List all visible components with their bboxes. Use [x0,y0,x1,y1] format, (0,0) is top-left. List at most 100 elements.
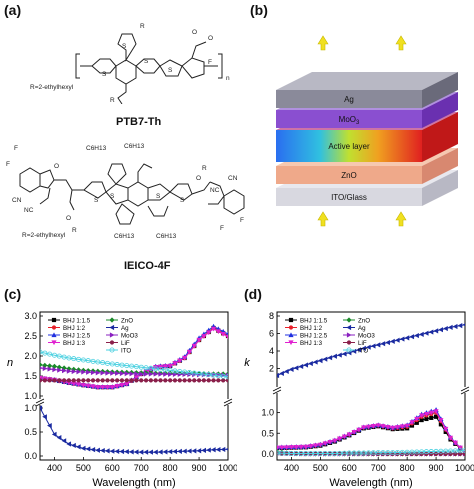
layer-label-zno: ZnO [341,171,357,180]
panel-label-a: (a) [4,2,22,18]
data-point [172,368,178,374]
data-point [220,446,226,453]
data-point [139,371,144,377]
data-point [225,334,228,340]
data-point [85,358,91,364]
data-point [114,384,120,389]
legend-marker [109,347,115,353]
data-point [423,412,430,417]
panel-label-c: (c) [4,286,22,302]
data-point [40,366,43,370]
data-point [317,358,323,364]
data-point [134,378,139,383]
ptb7-name: PTB7-Th [116,116,162,128]
data-point [457,323,463,329]
svg-text:O: O [192,29,197,36]
data-point [279,445,285,451]
data-point [100,378,105,383]
svg-text:O: O [66,215,71,222]
data-point [138,364,144,370]
data-point [196,378,202,383]
data-point [201,378,206,383]
data-point [438,418,444,423]
data-point [409,423,415,428]
legend-label: ITO [121,347,131,354]
data-point [210,447,216,453]
y-tick-label: 2.5 [24,331,37,341]
data-point [433,414,439,419]
data-point [370,450,376,456]
data-point [182,448,187,454]
data-point [356,347,362,353]
data-point [327,355,333,361]
svg-text:n: n [226,75,230,82]
data-point [186,448,192,454]
data-point [196,371,202,377]
data-point [42,378,47,383]
x-tick-label: 600 [342,463,357,473]
data-point [201,371,207,377]
data-point [168,371,173,377]
legend-marker [346,317,352,323]
data-point [148,449,153,455]
data-point [40,349,43,355]
data-point [370,424,377,429]
data-point [462,323,465,327]
series-lif [40,378,228,383]
data-point [303,362,309,368]
data-point [115,370,120,376]
data-point [385,424,391,430]
y-tick-label: 1.5 [24,371,37,381]
data-point [423,330,429,336]
axis-break-right [460,386,470,395]
data-point [298,363,304,370]
data-point [448,448,454,454]
data-point [177,368,183,374]
data-point [337,352,342,358]
ieico-side-chain: R=2-ethylhexyl [22,232,66,239]
y-tick-label: 6 [269,329,274,339]
data-point [162,449,168,455]
svg-text:F: F [14,145,18,152]
data-point [365,344,371,350]
data-point [177,358,183,364]
data-point [153,365,159,370]
axis-break-gap-left [274,387,282,393]
data-point [327,450,333,456]
data-point [409,420,415,425]
data-point [124,378,129,383]
y-axis-label: n [7,357,13,369]
y-tick-label: 0.0 [261,449,274,459]
data-point [221,378,226,383]
series-line [277,410,465,453]
y-tick-label: 3.0 [24,311,37,321]
svg-text:NC: NC [24,207,34,214]
data-point [206,330,212,336]
data-point [86,369,91,375]
data-point [104,385,111,390]
data-point [313,450,319,456]
axis-break-right [223,398,233,407]
series-line [40,407,228,453]
data-point [317,450,323,456]
data-point [215,329,221,335]
plot-frame [39,311,229,461]
data-point [332,438,338,444]
data-point [51,352,57,358]
data-point [346,432,352,438]
data-point [81,378,86,383]
device-stack: Ag MoO3 Active layer ZnO ITO/Glass [276,35,458,227]
data-point [158,371,164,377]
legend-label: BHJ 1:2 [63,325,86,332]
x-tick-label: 1000 [218,463,237,473]
svg-text:C6H13: C6H13 [86,145,107,152]
legend-marker [346,340,352,345]
series-line [277,324,465,376]
data-point [361,425,367,431]
data-point [366,450,372,456]
data-point [167,363,173,369]
data-point [220,332,226,337]
data-point [105,370,111,376]
chart-k: 400 500 600 700 800 900 1000 Wavelength (nm) k 2 4… [244,311,474,489]
svg-text:S: S [168,67,173,74]
